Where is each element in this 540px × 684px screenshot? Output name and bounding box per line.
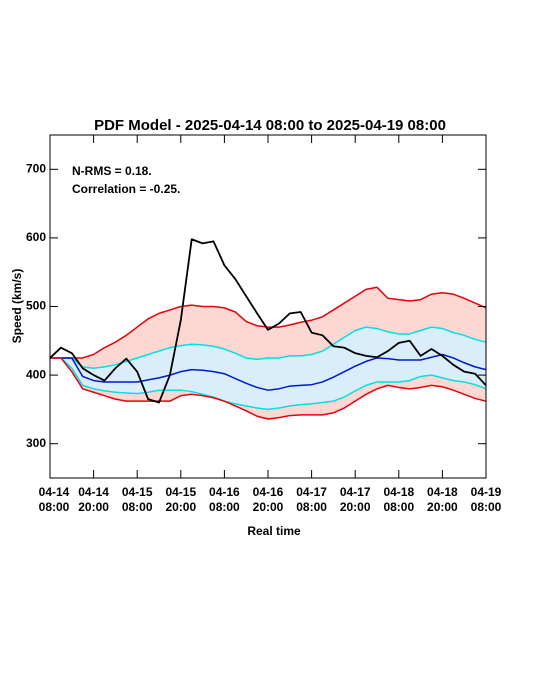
x-tick-label: 04-18 08:00 bbox=[383, 485, 415, 514]
series-line bbox=[50, 357, 487, 420]
x-tick-label: 04-19 08:00 bbox=[470, 485, 502, 514]
x-axis-label: Real time bbox=[247, 524, 301, 538]
annotation: N-RMS = 0.18. bbox=[72, 164, 152, 178]
series-line bbox=[50, 286, 487, 359]
x-tick-label: 04-14 08:00 bbox=[38, 485, 70, 514]
band-fill bbox=[50, 327, 486, 410]
x-tick-label: 04-18 20:00 bbox=[427, 485, 458, 514]
y-tick-label: 300 bbox=[26, 436, 46, 450]
series-line bbox=[49, 238, 487, 404]
y-tick-label: 700 bbox=[26, 161, 46, 175]
x-tick-label: 04-17 20:00 bbox=[339, 485, 371, 514]
x-tick-label: 04-15 20:00 bbox=[165, 485, 197, 514]
x-tick-label: 04-16 20:00 bbox=[252, 485, 284, 514]
chart-title: PDF Model - 2025-04-14 08:00 to 2025-04-… bbox=[94, 117, 446, 134]
y-tick-label: 400 bbox=[26, 367, 46, 381]
y-axis-label: Speed (km/s) bbox=[10, 269, 24, 344]
y-tick-label: 600 bbox=[26, 230, 46, 244]
series-line bbox=[50, 357, 487, 411]
x-tick-label: 04-17 08:00 bbox=[296, 485, 327, 514]
y-tick-label: 500 bbox=[26, 299, 46, 313]
annotation: Correlation = -0.25. bbox=[72, 182, 180, 196]
x-tick-label: 04-15 08:00 bbox=[121, 485, 153, 514]
x-tick-label: 04-14 20:00 bbox=[78, 485, 109, 514]
series-line bbox=[50, 353, 487, 391]
x-tick-label: 04-16 08:00 bbox=[209, 485, 240, 514]
